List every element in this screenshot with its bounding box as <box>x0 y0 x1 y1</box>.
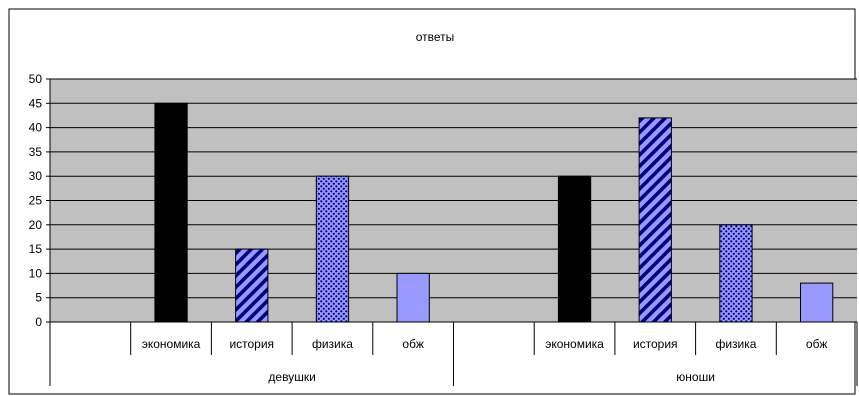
y-tick-label: 15 <box>29 242 43 256</box>
y-tick-label: 45 <box>29 96 43 110</box>
category-label: экономика <box>545 337 604 351</box>
bar-история <box>638 117 672 323</box>
axis-labels: 0 5 10 15 20 25 30 35 40 45 50 экономика история физи… <box>29 72 828 384</box>
y-tick-label: 25 <box>29 194 43 208</box>
bar-обж <box>396 272 430 323</box>
bars <box>154 102 834 323</box>
group-label: девушки <box>268 370 315 384</box>
category-label: физика <box>312 337 353 351</box>
bar-экономика <box>557 175 592 323</box>
category-label: обж <box>806 337 827 351</box>
y-tick-label: 30 <box>29 169 43 183</box>
y-tick-label: 20 <box>29 218 43 232</box>
bar-физика <box>719 224 753 323</box>
category-label: экономика <box>142 337 201 351</box>
category-label: обж <box>402 337 423 351</box>
y-tick-label: 50 <box>29 72 43 86</box>
bar-физика <box>315 175 350 323</box>
y-tick-label: 5 <box>35 291 42 305</box>
bar-обж <box>800 282 834 323</box>
y-tick-label: 40 <box>29 121 43 135</box>
y-tick-label: 10 <box>29 266 43 280</box>
group-label: юноши <box>676 370 715 384</box>
bar-экономика <box>154 102 188 323</box>
category-label: физика <box>715 337 756 351</box>
bar-история <box>235 248 269 323</box>
chart-title: ответы <box>416 30 455 44</box>
axes <box>46 78 858 386</box>
y-tick-label: 35 <box>29 145 43 159</box>
y-tick-label: 0 <box>35 315 42 329</box>
category-label: история <box>229 337 274 351</box>
category-label: история <box>633 337 678 351</box>
